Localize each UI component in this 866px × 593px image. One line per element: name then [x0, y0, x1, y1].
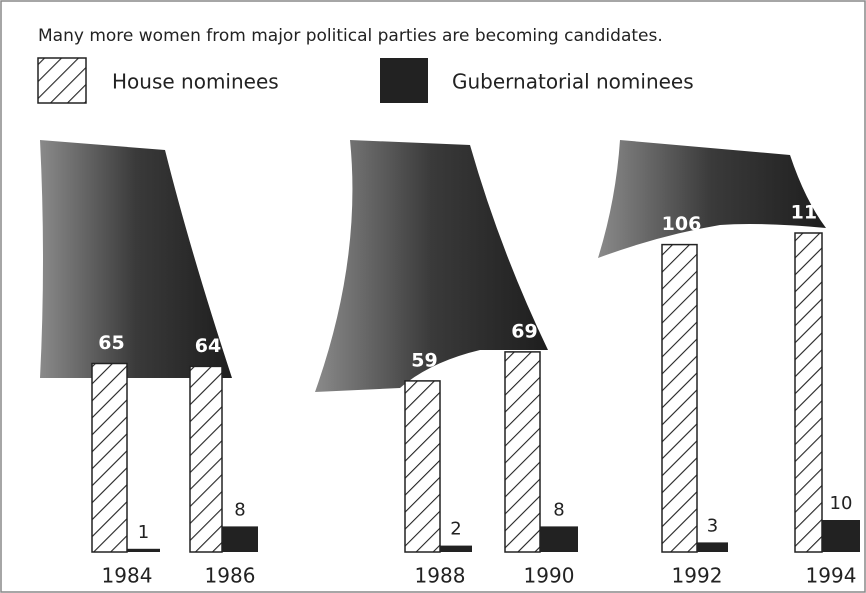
- house-bar: [504, 351, 541, 553]
- legend-label: House nominees: [112, 70, 279, 94]
- gubernatorial-bar: [697, 542, 728, 552]
- value-label: 59: [411, 349, 437, 371]
- skirt: [315, 140, 548, 392]
- value-label: 110: [791, 202, 831, 224]
- x-tick-label: 1988: [415, 564, 466, 588]
- house-bar: [661, 243, 698, 553]
- value-label: 3: [707, 515, 718, 536]
- value-label: 69: [511, 320, 537, 342]
- x-tick-label: 1986: [205, 564, 256, 588]
- legend-label: Gubernatorial nominees: [452, 70, 694, 94]
- value-label: 106: [662, 213, 702, 235]
- x-tick-label: 1984: [102, 564, 153, 588]
- value-label: 2: [450, 519, 461, 540]
- x-tick-label: 1994: [806, 564, 857, 588]
- gubernatorial-bar: [540, 526, 578, 552]
- gubernatorial-bar: [822, 520, 860, 552]
- chart-title: Many more women from major political par…: [38, 26, 663, 46]
- skirt: [598, 140, 826, 258]
- skirt: [40, 140, 232, 378]
- value-label: 10: [830, 493, 853, 514]
- gubernatorial-bar: [440, 545, 472, 552]
- house-bar: [91, 362, 128, 553]
- house-bar: [404, 380, 441, 553]
- value-label: 65: [98, 332, 124, 354]
- legend-swatch: [37, 57, 87, 104]
- x-tick-label: 1990: [524, 564, 575, 588]
- legend-swatch: [380, 58, 428, 103]
- gubernatorial-bar: [222, 526, 258, 552]
- x-tick-label: 1992: [672, 564, 723, 588]
- value-label: 1: [138, 522, 149, 543]
- house-bar: [189, 365, 223, 553]
- house-bar: [794, 232, 823, 553]
- gubernatorial-bar: [127, 548, 160, 552]
- value-label: 8: [234, 499, 245, 520]
- bars: 65 1 1984 64 8 1986 59 2 1988 69 8 1990 106 3 1992 110 1…: [91, 202, 860, 588]
- value-label: 64: [195, 335, 221, 357]
- value-label: 8: [553, 499, 564, 520]
